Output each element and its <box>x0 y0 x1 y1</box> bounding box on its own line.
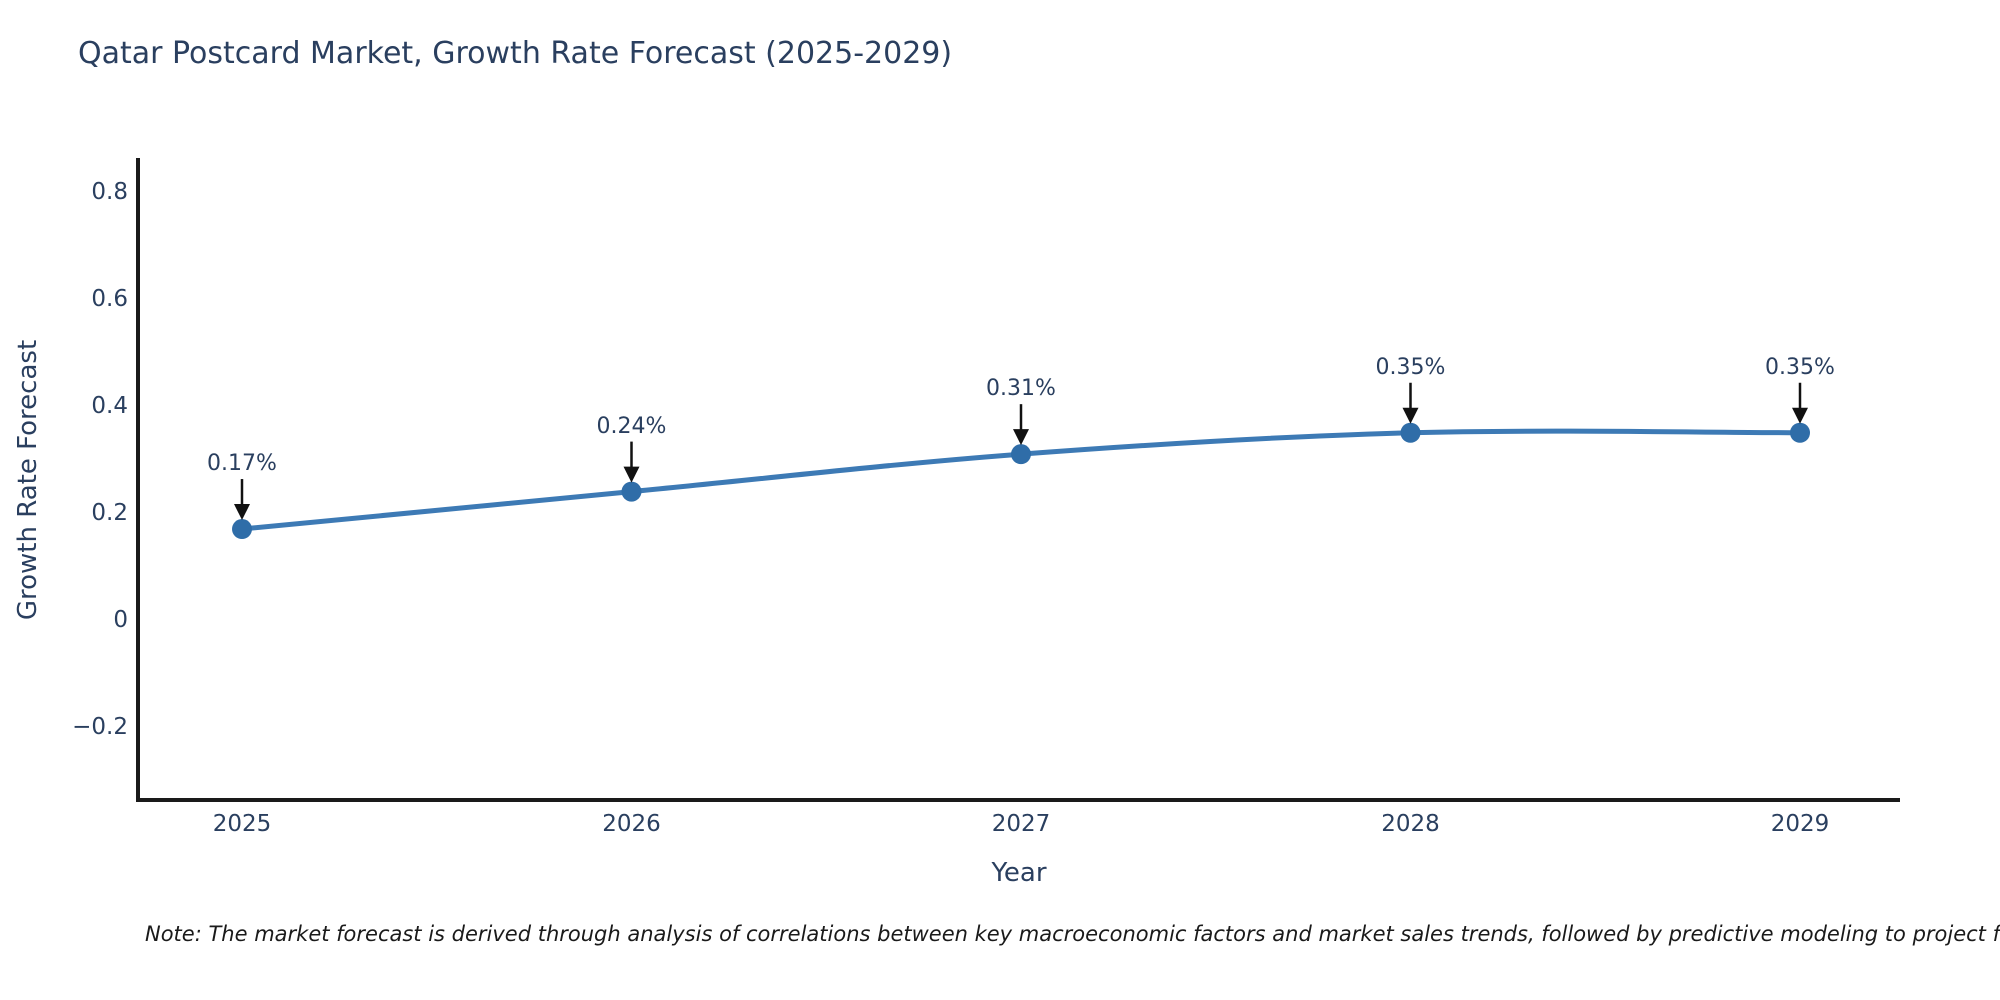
point-value-label: 0.24% <box>596 413 667 439</box>
y-tick-label: 0.4 <box>91 393 128 419</box>
x-tick-label: 2026 <box>602 811 661 837</box>
data-point-2029 <box>1790 422 1810 443</box>
annotation-arrowhead-icon <box>1792 407 1808 424</box>
y-tick-label: 0.6 <box>91 286 128 312</box>
x-tick-label: 2025 <box>212 811 272 837</box>
series-layer <box>232 422 1810 540</box>
point-value-label: 0.35% <box>1375 354 1446 380</box>
x-tick-label: 2027 <box>991 811 1051 837</box>
point-value-label: 0.35% <box>1765 354 1835 380</box>
point-value-label: 0.31% <box>986 376 1056 402</box>
data-point-2026 <box>621 481 642 502</box>
chart-title: Qatar Postcard Market, Growth Rate Forec… <box>78 36 953 71</box>
data-point-2025 <box>232 519 252 540</box>
annotation-arrowhead-icon <box>1013 429 1029 446</box>
annotation-arrowhead-icon <box>234 504 250 521</box>
y-tick-label: 0.8 <box>91 179 128 205</box>
x-tick-label: 2028 <box>1381 811 1440 837</box>
y-tick-label: 0 <box>113 607 128 633</box>
point-value-label: 0.17% <box>207 451 277 477</box>
annotation-arrow-layer <box>234 382 1808 521</box>
y-tick-label: 0.2 <box>91 500 128 526</box>
y-tick-label: −0.2 <box>72 714 128 740</box>
annotation-arrowhead-icon <box>1402 407 1419 424</box>
x-axis-title: Year <box>991 858 1047 888</box>
annotation-arrowhead-icon <box>623 466 640 483</box>
data-point-2028 <box>1400 422 1421 443</box>
footnote-text: Note: The market forecast is derived thr… <box>145 922 2000 946</box>
data-point-2027 <box>1011 444 1031 465</box>
x-tick-label: 2029 <box>1770 811 1830 837</box>
